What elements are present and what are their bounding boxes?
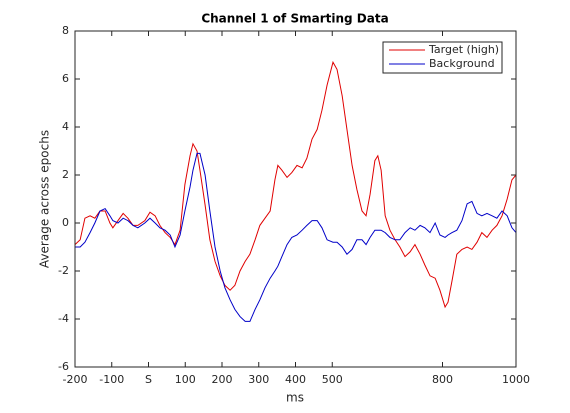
y-tick-label: 8 [62,24,69,37]
y-tick-label: -6 [58,360,69,373]
x-tick-label: 300 [248,373,269,386]
x-tick-label: 800 [432,373,453,386]
y-tick-label: 2 [62,168,69,181]
legend-box [382,41,503,74]
x-tick-label: -200 [63,373,88,386]
x-tick-label: 400 [285,373,306,386]
x-tick-label: S [145,373,152,386]
axes-box [74,30,517,368]
y-tick-label: 4 [62,120,69,133]
y-tick-label: 0 [62,216,69,229]
x-tick-label: 200 [212,373,233,386]
legend-label: Target (high) [428,43,499,56]
data-line [75,152,517,322]
x-axis-label: ms [286,391,304,405]
x-tick-label: 100 [175,373,196,386]
data-line [74,60,517,309]
y-tick-label: -4 [58,312,69,325]
x-tick-label: 1000 [502,373,530,386]
x-tick-label: 500 [322,373,343,386]
x-tick-label: -100 [99,373,124,386]
legend-label: Background [429,57,495,70]
chart-title: Channel 1 of Smarting Data [201,12,388,26]
y-axis-label: Average across epochs [38,130,52,268]
y-tick-label: -2 [58,264,69,277]
y-tick-label: 6 [62,72,69,85]
